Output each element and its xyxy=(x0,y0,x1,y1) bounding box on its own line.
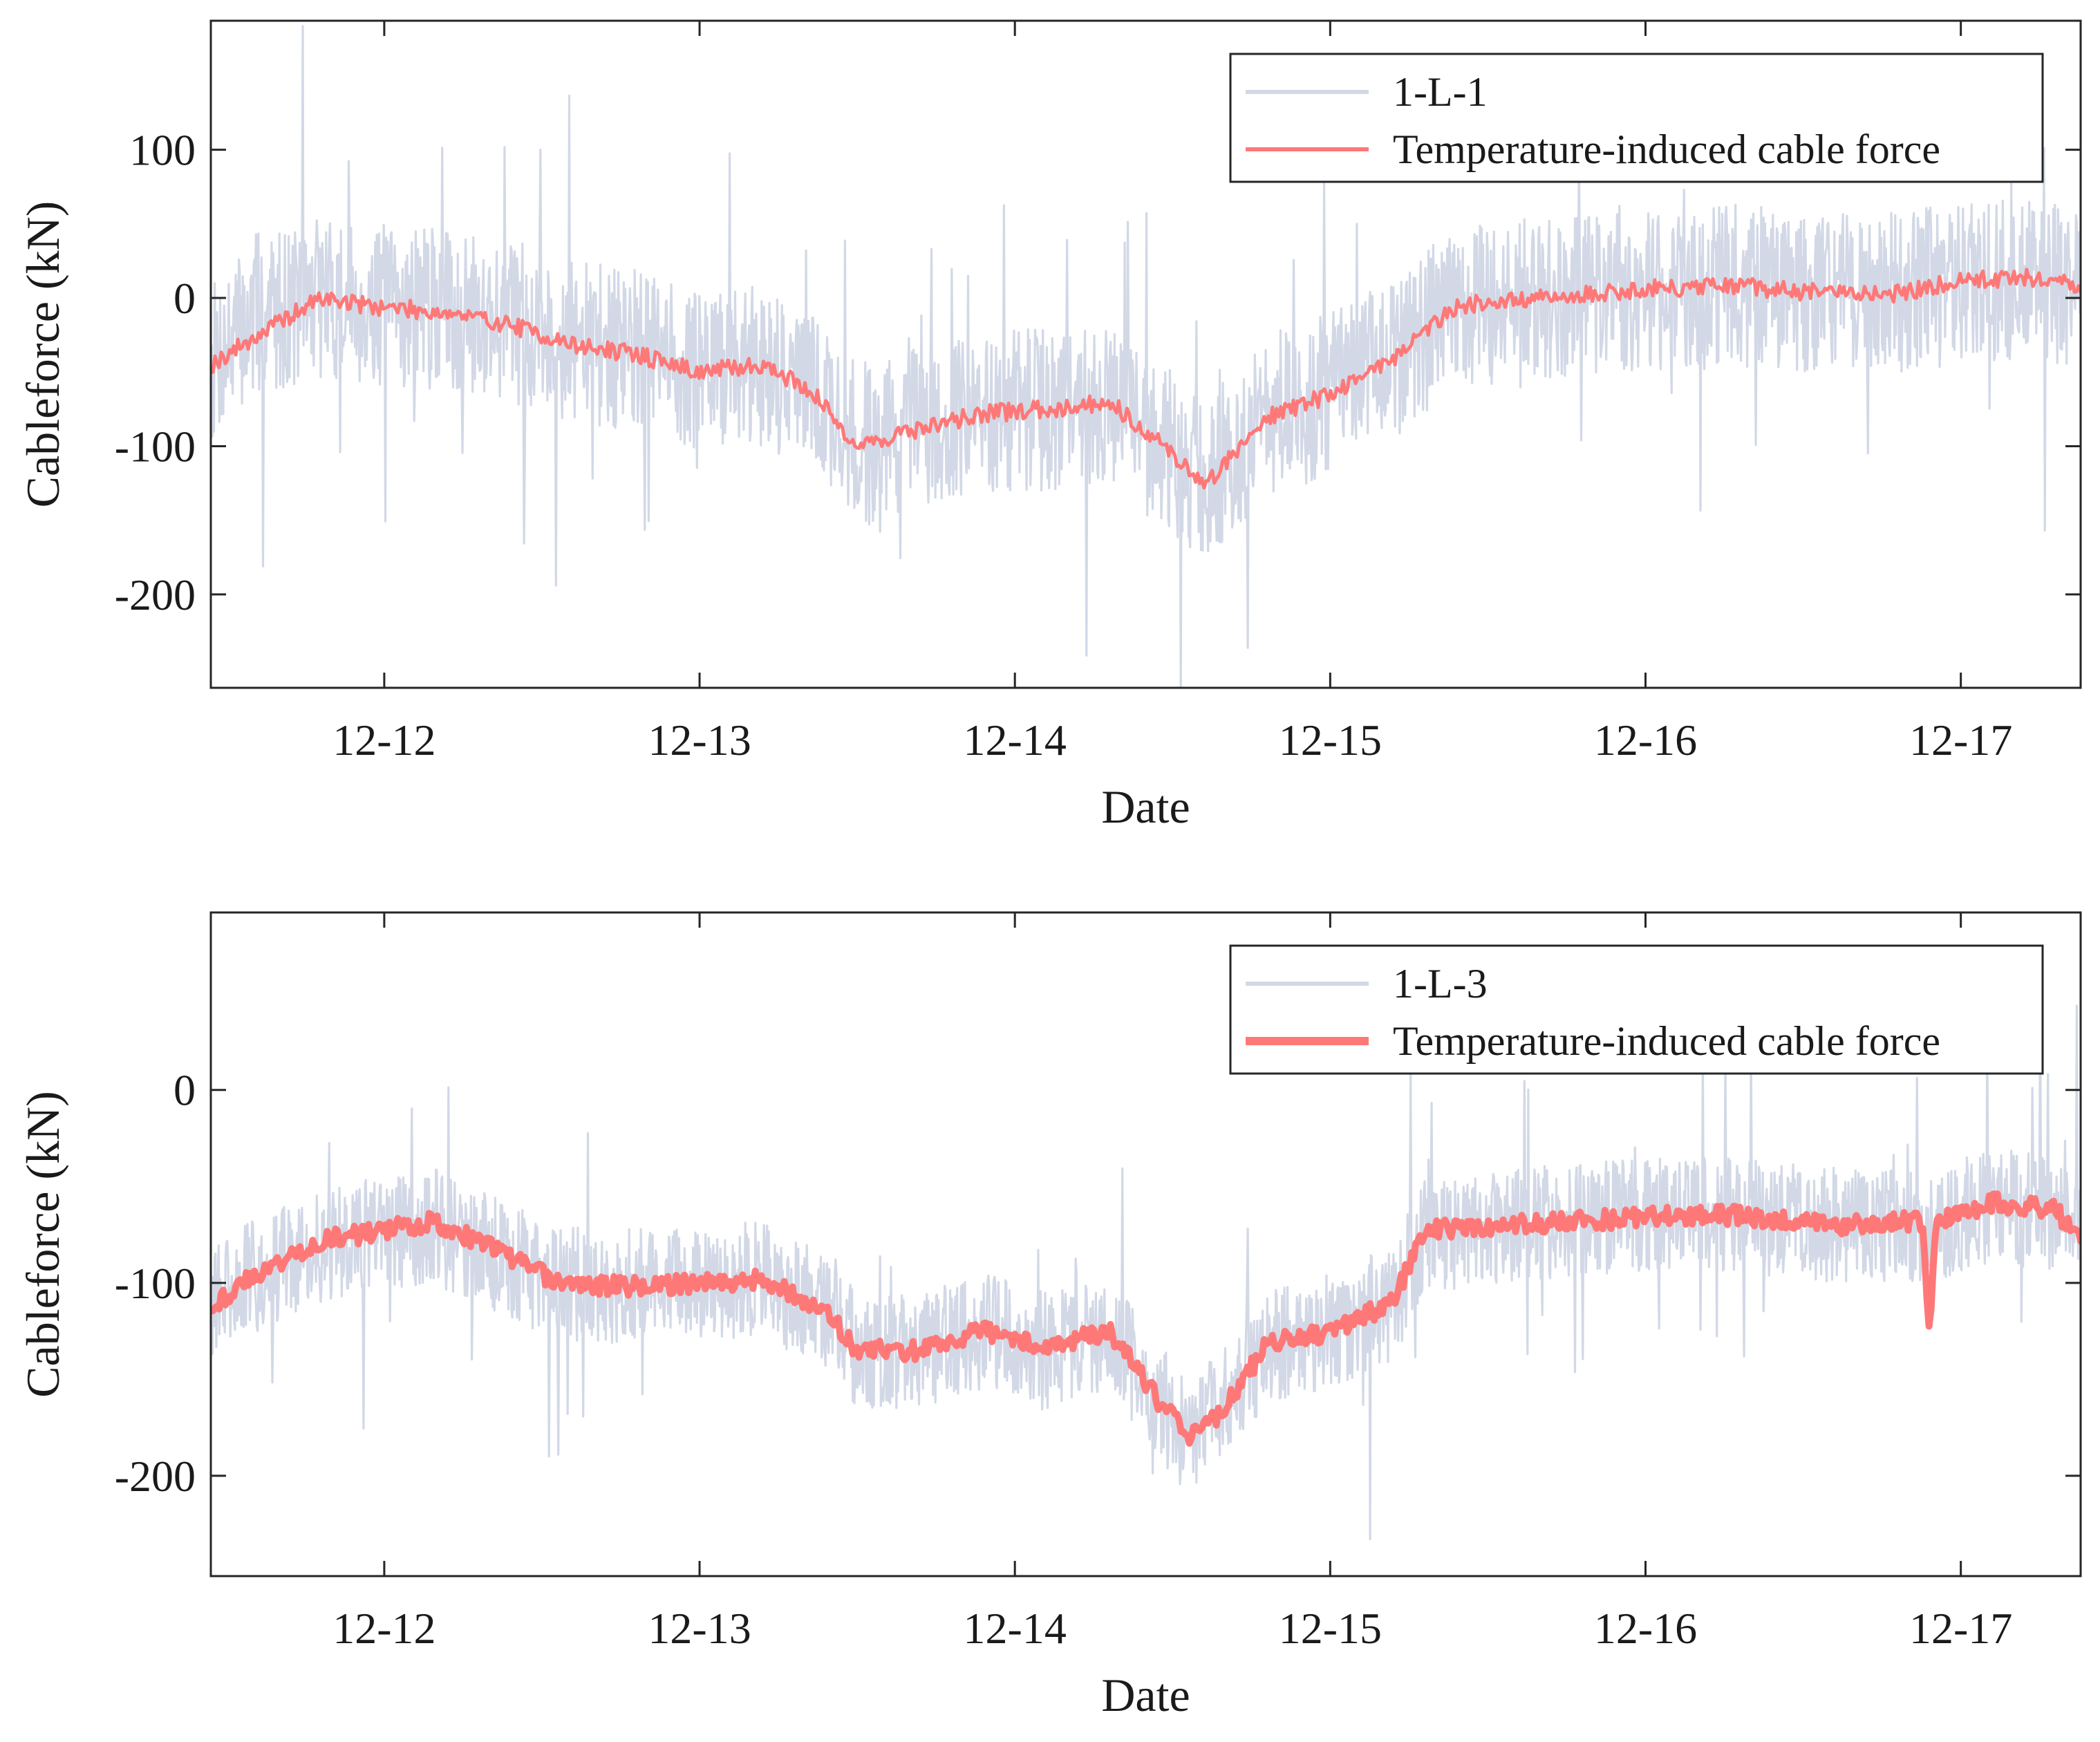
raw-series-line xyxy=(211,1004,2081,1540)
y-tick-label: -100 xyxy=(115,1259,196,1308)
x-tick-label: 12-15 xyxy=(1279,715,1382,765)
y-axis-title: Cableforce (kN) xyxy=(17,201,69,508)
y-tick-label: -100 xyxy=(115,422,196,471)
legend-label: 1-L-1 xyxy=(1393,69,1488,115)
legend-label: Temperature-induced cable force xyxy=(1393,1018,1940,1064)
x-tick-label: 12-14 xyxy=(964,1604,1067,1653)
x-tick-label: 12-17 xyxy=(1909,715,2012,765)
y-tick-label: -200 xyxy=(115,570,196,619)
legend: 1-L-1 Temperature-induced cable force xyxy=(1229,53,2044,183)
fit-series-line xyxy=(211,268,2081,490)
plot-frame xyxy=(209,19,2082,689)
legend: 1-L-3 Temperature-induced cable force xyxy=(1229,944,2044,1075)
x-tick-label: 12-14 xyxy=(964,715,1067,765)
x-tick-label: 12-12 xyxy=(332,715,435,765)
x-tick-label: 12-17 xyxy=(1909,1604,2012,1653)
y-tick-label: 100 xyxy=(129,126,196,175)
x-axis-title: Date xyxy=(1101,1669,1190,1721)
plot-area xyxy=(211,25,2081,688)
x-axis-title: Date xyxy=(1101,780,1190,833)
legend-label: Temperature-induced cable force xyxy=(1393,127,1940,172)
y-tick-label: 0 xyxy=(174,274,196,323)
legend-box xyxy=(1229,944,2044,1075)
y-tick-label: -200 xyxy=(115,1452,196,1501)
x-tick-label: 12-16 xyxy=(1594,1604,1697,1653)
x-tick-label: 12-12 xyxy=(332,1604,435,1653)
chart-1-l-3: 12-12 12-13 12-14 12-15 12-16 12-17 0 -100 -200 D… xyxy=(17,911,2082,1721)
plot-area xyxy=(211,1004,2081,1540)
x-tick-label: 12-16 xyxy=(1594,715,1697,765)
x-tick-label: 12-13 xyxy=(648,715,751,765)
x-tick-label: 12-15 xyxy=(1279,1604,1382,1653)
plot-frame xyxy=(209,911,2082,1577)
fit-series-line xyxy=(211,1190,2081,1447)
raw-series-line xyxy=(211,25,2081,688)
legend-label: 1-L-3 xyxy=(1393,961,1488,1006)
y-axis-title: Cableforce (kN) xyxy=(17,1091,69,1398)
y-tick-label: 0 xyxy=(174,1066,196,1115)
x-tick-label: 12-13 xyxy=(648,1604,751,1653)
legend-box xyxy=(1229,53,2044,183)
chart-1-l-1: 12-12 12-13 12-14 12-15 12-16 12-17 100 0 -100 -2… xyxy=(17,19,2082,833)
